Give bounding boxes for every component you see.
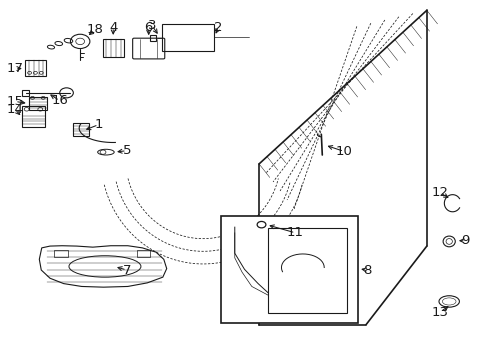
- Text: 12: 12: [430, 186, 447, 199]
- Text: 17: 17: [6, 62, 23, 75]
- Text: 2: 2: [214, 21, 223, 33]
- Bar: [22, 107, 44, 127]
- Bar: [267, 228, 346, 313]
- Text: 4: 4: [109, 21, 117, 33]
- Text: 15: 15: [6, 95, 23, 108]
- Bar: [29, 97, 47, 111]
- Text: 14: 14: [6, 103, 23, 116]
- Text: 11: 11: [286, 226, 304, 239]
- Text: 8: 8: [362, 264, 370, 276]
- Text: 9: 9: [461, 234, 469, 247]
- Text: 3: 3: [147, 19, 156, 32]
- Bar: [221, 216, 358, 323]
- Bar: [102, 39, 123, 58]
- Text: 10: 10: [335, 145, 352, 158]
- Text: 5: 5: [122, 144, 131, 157]
- Text: 6: 6: [144, 21, 153, 33]
- Bar: [136, 249, 150, 257]
- Text: 16: 16: [51, 94, 68, 107]
- Bar: [54, 249, 67, 257]
- Text: 7: 7: [122, 264, 131, 276]
- Bar: [22, 90, 29, 96]
- Text: 18: 18: [86, 23, 103, 36]
- Bar: [162, 23, 214, 51]
- Text: 13: 13: [430, 306, 447, 319]
- Text: 1: 1: [94, 118, 102, 131]
- Bar: [25, 60, 46, 76]
- Bar: [73, 123, 89, 136]
